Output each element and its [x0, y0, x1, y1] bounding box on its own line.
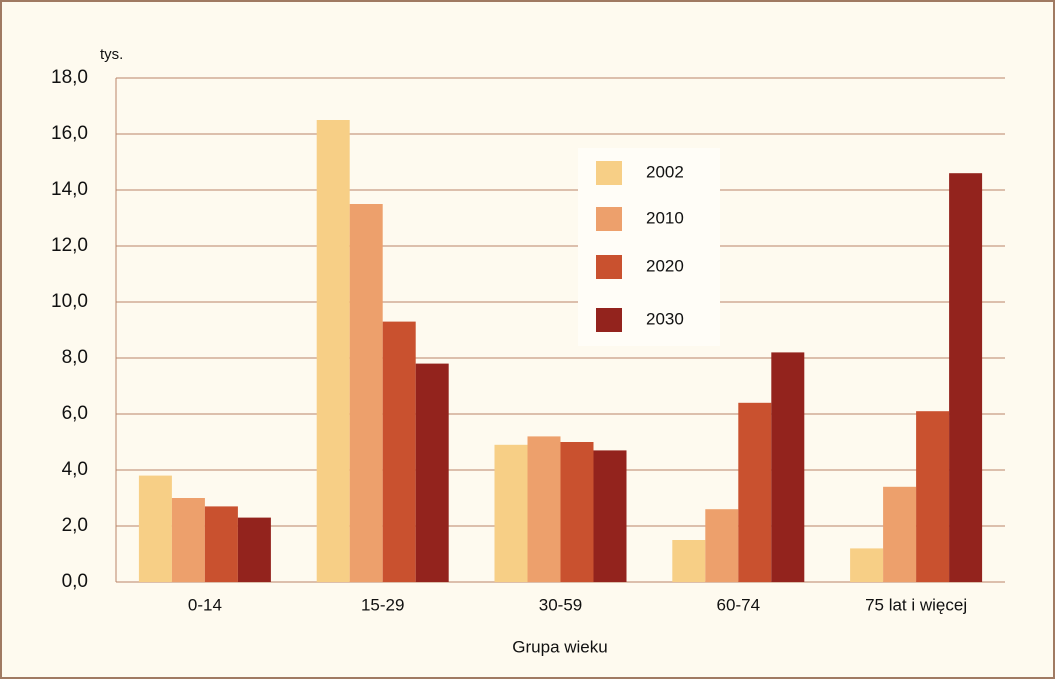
x-tick-label: 0-14 — [188, 595, 222, 614]
y-tick-label: 8,0 — [62, 347, 88, 368]
legend-swatch — [596, 161, 622, 185]
bar — [237, 517, 271, 582]
bar — [883, 486, 917, 582]
y-tick-label: 12,0 — [51, 235, 88, 256]
y-tick-label: 18,0 — [51, 67, 88, 88]
x-tick-label: 15-29 — [361, 595, 404, 614]
legend-label: 2030 — [646, 309, 684, 328]
y-tick-label: 0,0 — [62, 571, 88, 592]
bar — [949, 173, 983, 582]
bar — [316, 120, 350, 582]
bar — [593, 450, 627, 582]
bar — [850, 548, 884, 582]
legend-swatch — [596, 308, 622, 332]
bar — [771, 352, 805, 582]
bar — [415, 363, 449, 582]
y-tick-label: 10,0 — [51, 291, 88, 312]
bar — [204, 506, 238, 582]
x-tick-label: 60-74 — [717, 595, 760, 614]
x-axis-label: Grupa wieku — [512, 637, 607, 656]
y-tick-label: 14,0 — [51, 179, 88, 200]
bar — [672, 540, 706, 582]
y-tick-label: 4,0 — [62, 459, 88, 480]
legend-label: 2002 — [646, 162, 684, 181]
x-tick-label: 30-59 — [539, 595, 582, 614]
legend-label: 2010 — [646, 208, 684, 227]
y-tick-label: 16,0 — [51, 123, 88, 144]
bar — [171, 498, 205, 582]
bar — [705, 509, 739, 582]
y-tick-label: 2,0 — [62, 515, 88, 536]
bar — [916, 411, 950, 582]
bar — [494, 444, 528, 582]
bar — [382, 321, 416, 582]
y-unit-label: tys. — [100, 46, 123, 63]
bar — [738, 402, 772, 582]
bar — [527, 436, 561, 582]
legend-label: 2020 — [646, 256, 684, 275]
legend-swatch — [596, 207, 622, 231]
bar — [138, 475, 172, 582]
bar — [349, 204, 383, 582]
x-tick-label: 75 lat i więcej — [865, 595, 967, 614]
bar — [560, 442, 594, 582]
legend-swatch — [596, 255, 622, 279]
y-tick-label: 6,0 — [62, 403, 88, 424]
